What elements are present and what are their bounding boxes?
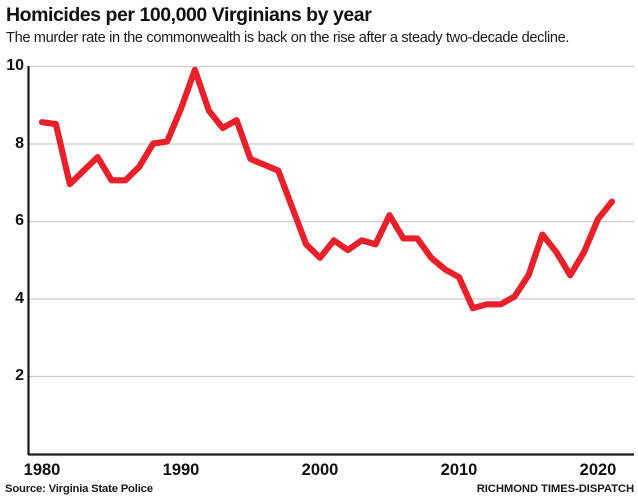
y-tick-2: 2 <box>15 367 24 384</box>
x-tick-2010: 2010 <box>440 461 478 479</box>
publisher-credit: RICHMOND TIMES-DISPATCH <box>476 483 634 495</box>
y-tick-4: 4 <box>15 289 24 307</box>
gridlines <box>28 65 634 378</box>
y-tick-6: 6 <box>15 212 24 229</box>
x-tick-1980: 1980 <box>23 461 61 479</box>
axes <box>27 66 634 456</box>
y-tick-8: 8 <box>15 134 24 152</box>
page-subtitle: The murder rate in the commonwealth is b… <box>6 30 570 46</box>
y-tick-10: 10 <box>6 57 24 74</box>
source-note: Source: Virginia State Police <box>5 483 153 495</box>
x-tick-1990: 1990 <box>162 461 200 479</box>
x-tick-2000: 2000 <box>301 461 339 479</box>
homicide-rate-line <box>38 66 615 312</box>
page-title: Homicides per 100,000 Virginians by year <box>6 4 372 26</box>
x-tick-2020: 2020 <box>579 461 617 479</box>
